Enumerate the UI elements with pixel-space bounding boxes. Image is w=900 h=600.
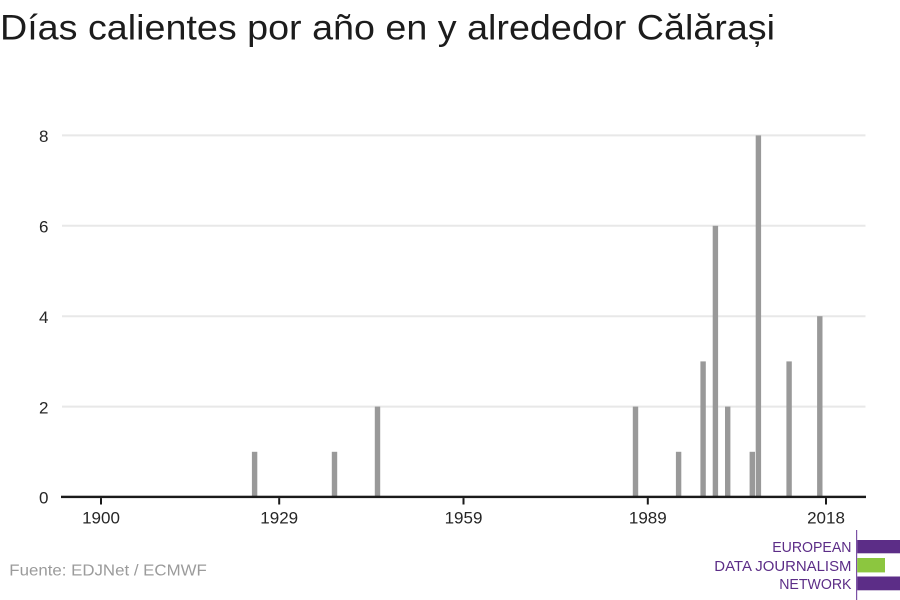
svg-text:NETWORK: NETWORK <box>779 576 851 593</box>
svg-text:4: 4 <box>39 308 48 327</box>
svg-text:Fuente: EDJNet / ECMWF: Fuente: EDJNet / ECMWF <box>9 563 206 580</box>
svg-text:8: 8 <box>39 127 48 146</box>
svg-text:1989: 1989 <box>629 509 667 528</box>
svg-text:0: 0 <box>39 488 48 507</box>
svg-text:1900: 1900 <box>82 509 120 528</box>
svg-text:2018: 2018 <box>807 509 845 528</box>
svg-text:6: 6 <box>39 218 48 237</box>
svg-text:EUROPEAN: EUROPEAN <box>772 539 851 556</box>
svg-text:1929: 1929 <box>260 509 298 528</box>
svg-text:Días calientes por año en y al: Días calientes por año en y alrededor Că… <box>0 9 775 48</box>
svg-text:DATA JOURNALISM: DATA JOURNALISM <box>714 558 851 575</box>
svg-text:1959: 1959 <box>445 509 483 528</box>
svg-text:2: 2 <box>39 398 48 417</box>
